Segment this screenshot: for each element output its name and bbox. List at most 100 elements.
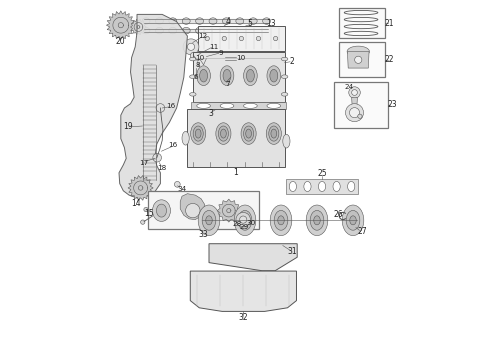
Polygon shape <box>187 109 285 167</box>
Text: 34: 34 <box>177 186 187 192</box>
Ellipse shape <box>346 210 360 230</box>
Circle shape <box>222 53 231 62</box>
Ellipse shape <box>142 18 150 24</box>
Ellipse shape <box>202 210 216 230</box>
Polygon shape <box>128 176 153 200</box>
Ellipse shape <box>190 93 196 96</box>
Bar <box>334 82 388 128</box>
Circle shape <box>240 216 247 223</box>
Ellipse shape <box>281 75 288 78</box>
Text: 16: 16 <box>167 103 176 109</box>
Ellipse shape <box>314 216 320 225</box>
Circle shape <box>197 56 203 63</box>
Text: 6: 6 <box>194 75 198 80</box>
Ellipse shape <box>244 103 257 108</box>
Circle shape <box>236 212 250 227</box>
Ellipse shape <box>198 205 220 236</box>
Text: 32: 32 <box>239 313 248 323</box>
Text: 9: 9 <box>218 50 223 56</box>
Text: 33: 33 <box>199 230 208 239</box>
Circle shape <box>141 220 145 224</box>
Ellipse shape <box>306 205 328 236</box>
Text: 26: 26 <box>333 210 343 219</box>
Ellipse shape <box>236 27 244 34</box>
Text: 30: 30 <box>247 220 256 226</box>
Polygon shape <box>347 51 369 68</box>
Text: 22: 22 <box>385 55 394 64</box>
Circle shape <box>358 114 362 118</box>
Bar <box>339 42 386 77</box>
Ellipse shape <box>269 126 279 141</box>
Ellipse shape <box>318 181 326 192</box>
Circle shape <box>355 56 362 63</box>
Text: 23: 23 <box>387 100 397 109</box>
Circle shape <box>183 39 199 55</box>
Text: 16: 16 <box>169 143 178 148</box>
Text: 17: 17 <box>139 160 148 166</box>
Text: 19: 19 <box>123 122 133 131</box>
Polygon shape <box>106 11 135 40</box>
Polygon shape <box>193 52 285 102</box>
Ellipse shape <box>206 216 212 225</box>
Ellipse shape <box>271 129 277 138</box>
Ellipse shape <box>182 18 190 24</box>
Ellipse shape <box>347 181 355 192</box>
Circle shape <box>222 36 226 41</box>
Circle shape <box>256 36 261 41</box>
Circle shape <box>187 43 195 50</box>
Text: 21: 21 <box>385 18 394 28</box>
Ellipse shape <box>263 27 270 34</box>
Ellipse shape <box>283 134 290 148</box>
Text: 28: 28 <box>232 221 242 227</box>
Text: 10: 10 <box>236 55 245 60</box>
Ellipse shape <box>142 27 150 34</box>
Ellipse shape <box>197 103 210 108</box>
Ellipse shape <box>267 66 281 86</box>
Text: 8: 8 <box>195 62 200 68</box>
Ellipse shape <box>152 200 171 221</box>
Circle shape <box>230 55 237 63</box>
Circle shape <box>352 90 357 95</box>
Circle shape <box>153 153 162 162</box>
Text: 14: 14 <box>131 199 140 208</box>
Ellipse shape <box>270 69 278 82</box>
Bar <box>148 191 259 229</box>
Ellipse shape <box>281 57 288 61</box>
Polygon shape <box>217 199 240 222</box>
Text: 27: 27 <box>357 227 367 236</box>
Circle shape <box>156 104 165 112</box>
Text: 5: 5 <box>247 19 252 28</box>
Ellipse shape <box>190 75 196 78</box>
Ellipse shape <box>245 129 251 138</box>
Ellipse shape <box>216 123 231 144</box>
Text: 7: 7 <box>225 81 230 86</box>
Text: 11: 11 <box>209 44 218 50</box>
Polygon shape <box>352 98 357 110</box>
Ellipse shape <box>244 66 257 86</box>
Ellipse shape <box>222 18 230 24</box>
Ellipse shape <box>244 126 254 141</box>
Circle shape <box>273 36 278 41</box>
Ellipse shape <box>242 216 248 225</box>
Circle shape <box>190 52 197 59</box>
Text: 25: 25 <box>317 170 327 179</box>
Ellipse shape <box>196 27 203 34</box>
Circle shape <box>186 203 200 218</box>
Ellipse shape <box>196 129 201 138</box>
Ellipse shape <box>209 18 217 24</box>
Ellipse shape <box>199 69 208 82</box>
Ellipse shape <box>304 181 311 192</box>
Ellipse shape <box>220 66 234 86</box>
Polygon shape <box>209 244 297 271</box>
Polygon shape <box>191 102 286 109</box>
Circle shape <box>144 207 148 212</box>
Text: 31: 31 <box>288 247 297 256</box>
Bar <box>286 179 358 194</box>
Ellipse shape <box>310 210 324 230</box>
Ellipse shape <box>222 27 230 34</box>
Ellipse shape <box>238 210 252 230</box>
Polygon shape <box>180 194 205 220</box>
Ellipse shape <box>234 205 256 236</box>
Ellipse shape <box>182 27 190 34</box>
Ellipse shape <box>155 18 163 24</box>
